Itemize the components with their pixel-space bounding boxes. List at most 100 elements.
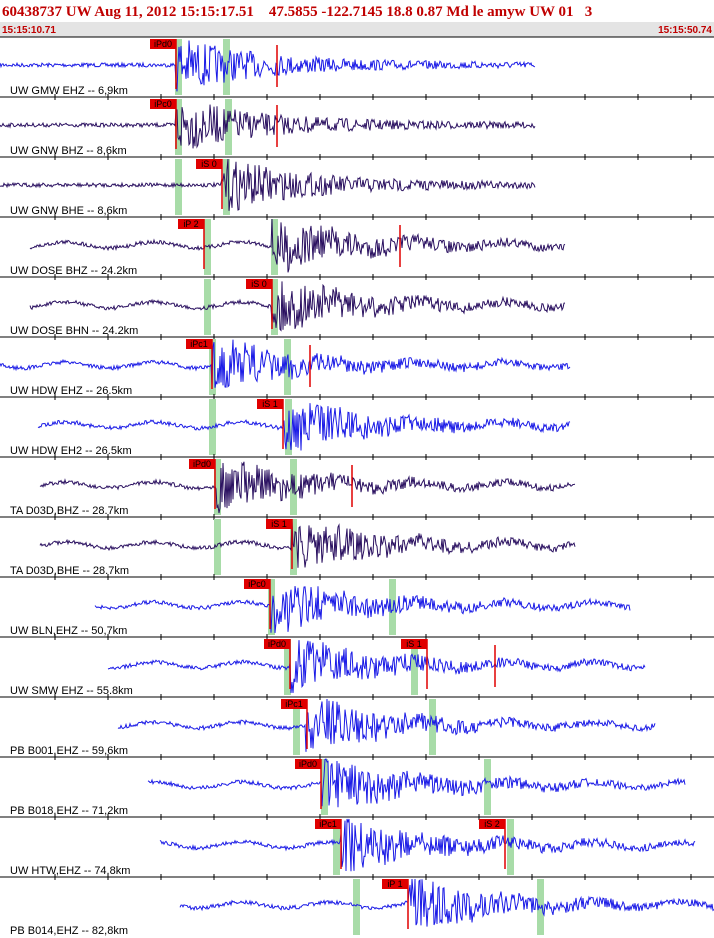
pick-label: iPc1	[319, 819, 337, 829]
trace: iPc1 PB B001,EHZ -- 59,6km	[0, 698, 714, 760]
trace-label: PB B001,EHZ -- 59,6km	[10, 745, 128, 757]
trace-label: UW GNW BHZ -- 8,6km	[10, 145, 127, 157]
pick-label: iPc1	[190, 339, 208, 349]
waveform	[0, 158, 536, 211]
pick-box	[186, 339, 212, 349]
pick-label: iS 1	[262, 399, 278, 409]
waveform	[37, 403, 571, 451]
trace: iS 1 TA D03D,BHE -- 28.7km	[0, 519, 714, 580]
trace-label: UW HDW EHZ -- 26.5km	[10, 385, 132, 397]
trace: iPd0 iS 1 UW SMW EHZ -- 55.8km	[0, 639, 714, 700]
trace: iPd0 UW GMW EHZ -- 6,9km	[0, 39, 714, 100]
phase-window	[321, 759, 328, 815]
pick-box	[189, 459, 215, 469]
pick-label: iPd0	[154, 39, 172, 49]
phase-window	[484, 759, 491, 815]
time-bar	[0, 22, 714, 37]
phase-window	[175, 39, 182, 95]
waveform	[39, 461, 576, 514]
phase-window	[271, 279, 278, 335]
trace-label: TA D03D,BHZ -- 28.7km	[10, 505, 128, 517]
phase-window	[214, 459, 221, 515]
pick-box	[150, 39, 176, 49]
header-bar	[0, 0, 714, 22]
phase-window	[429, 699, 436, 755]
trace-label: UW DOSE BHZ -- 24.2km	[10, 265, 137, 277]
waveform	[107, 640, 646, 694]
pick-box	[382, 879, 408, 889]
phase-window	[268, 579, 275, 635]
trace-label: PB B018,EHZ -- 71,2km	[10, 805, 128, 817]
trace: iPc1 UW HDW EHZ -- 26.5km	[0, 339, 714, 400]
waveform	[0, 339, 571, 388]
pick-box	[244, 579, 270, 589]
trace-label: UW GNW BHE -- 8,6km	[10, 205, 127, 217]
pick-box	[246, 279, 272, 289]
pick-label: iPc0	[154, 99, 172, 109]
trace: iPc0 UW BLN,EHZ -- 50,7km	[0, 579, 714, 640]
waveform	[29, 281, 566, 332]
pick-label: iPd0	[193, 459, 211, 469]
pick-box	[257, 399, 283, 409]
pick-label: iS 1	[406, 639, 422, 649]
pick-label: iP 2	[183, 219, 198, 229]
waveform	[29, 218, 566, 273]
pick-box	[150, 99, 176, 109]
waveform	[179, 878, 714, 927]
pick-box	[315, 819, 341, 829]
phase-window	[175, 159, 182, 215]
pick-label: iP 1	[387, 879, 402, 889]
waveform	[147, 758, 686, 808]
phase-window	[411, 639, 418, 695]
phase-window	[353, 879, 360, 935]
waveform	[159, 818, 696, 872]
pick-box	[178, 219, 204, 229]
waveform	[39, 519, 576, 568]
phase-window	[333, 819, 340, 875]
phase-window	[271, 219, 278, 275]
pick-box	[264, 639, 290, 649]
trace: iS 1 UW HDW EH2 -- 26.5km	[0, 399, 714, 460]
pick-box	[479, 819, 505, 829]
trace: iS 0 UW GNW BHE -- 8,6km	[0, 158, 714, 220]
waveform	[0, 104, 536, 149]
trace: iS 0 UW DOSE BHN -- 24.2km	[0, 279, 714, 340]
trace: iPc1 iS 2 UW HTW,EHZ -- 74.8km	[0, 818, 714, 880]
phase-window	[175, 99, 182, 155]
trace: iP 1 PB B014,EHZ -- 82,8km	[10, 878, 714, 937]
trace: iP 2 UW DOSE BHZ -- 24.2km	[0, 218, 714, 280]
event-title: 60438737 UW Aug 11, 2012 15:15:17.51 47.…	[2, 4, 592, 20]
pick-box	[281, 699, 307, 709]
trace: iPd0 TA D03D,BHZ -- 28.7km	[0, 459, 714, 520]
pick-label: iS 1	[271, 519, 287, 529]
trace-label: PB B014,EHZ -- 82,8km	[10, 925, 128, 937]
trace-label: UW HDW EH2 -- 26.5km	[10, 445, 132, 457]
pick-label: iPc1	[285, 699, 303, 709]
pick-label: iS 0	[201, 159, 217, 169]
waveform	[117, 698, 656, 752]
pick-box	[266, 519, 292, 529]
phase-window	[204, 279, 211, 335]
end-time: 15:15:50.74	[658, 25, 712, 36]
trace-label: UW SMW EHZ -- 55.8km	[10, 685, 133, 697]
trace-label: UW HTW,EHZ -- 74.8km	[10, 865, 130, 877]
trace-label: UW BLN,EHZ -- 50,7km	[10, 625, 127, 637]
pick-box	[295, 759, 321, 769]
pick-box	[196, 159, 222, 169]
trace-label: UW GMW EHZ -- 6,9km	[10, 85, 128, 97]
pick-label: iS 2	[484, 819, 500, 829]
trace-label: TA D03D,BHE -- 28.7km	[10, 565, 129, 577]
phase-window	[223, 39, 230, 95]
pick-label: iPc0	[248, 579, 266, 589]
phase-window	[389, 579, 396, 635]
start-time: 15:15:10.71	[2, 25, 56, 36]
phase-window	[537, 879, 544, 935]
pick-box	[401, 639, 427, 649]
phase-window	[214, 519, 221, 575]
waveform	[94, 586, 631, 634]
trace-label: UW DOSE BHN -- 24.2km	[10, 325, 138, 337]
pick-label: iS 0	[251, 279, 267, 289]
trace: iPc0 UW GNW BHZ -- 8,6km	[0, 99, 714, 160]
waveform	[0, 40, 536, 92]
